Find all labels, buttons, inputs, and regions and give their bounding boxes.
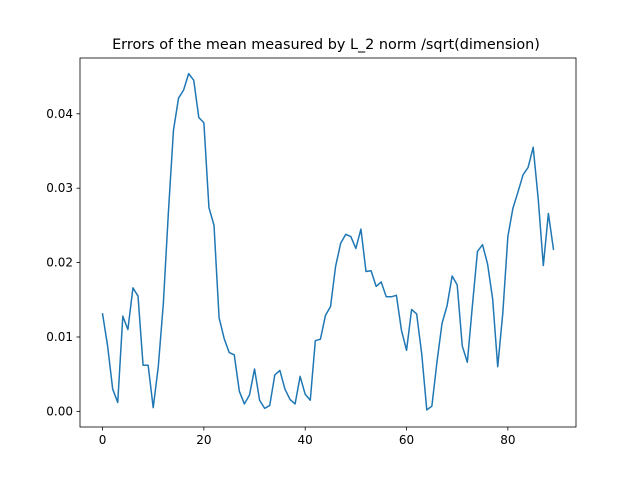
y-tick-label: 0.03 xyxy=(46,181,73,195)
x-tick-label: 60 xyxy=(399,433,414,447)
y-axis: 0.00 0.01 0.02 0.03 0.04 xyxy=(46,107,80,418)
x-tick-label: 0 xyxy=(99,433,107,447)
y-tick-label: 0.04 xyxy=(46,107,73,121)
plot-frame xyxy=(79,57,577,428)
plot-area xyxy=(101,72,555,411)
x-tick-label: 40 xyxy=(298,433,313,447)
y-tick-label: 0.01 xyxy=(46,330,73,344)
chart-title: Errors of the mean measured by L_2 norm … xyxy=(112,37,540,53)
y-tick-label: 0.02 xyxy=(46,256,73,270)
x-tick-label: 20 xyxy=(196,433,211,447)
y-tick-label: 0.00 xyxy=(46,404,73,418)
x-tick-label: 80 xyxy=(500,433,515,447)
x-axis: 0 20 40 60 80 xyxy=(99,427,515,447)
series-line xyxy=(101,72,555,411)
